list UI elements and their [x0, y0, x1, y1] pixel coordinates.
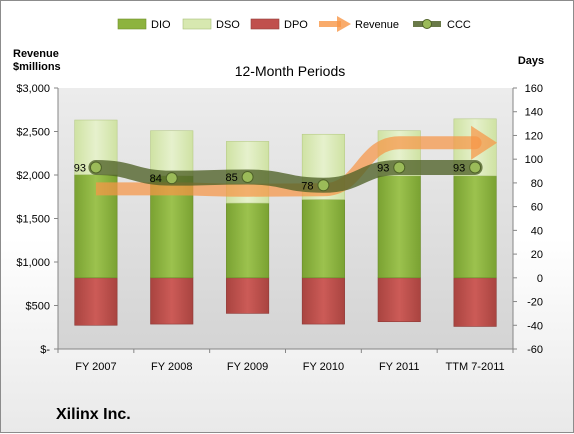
x-category-label: TTM 7-2011 [446, 361, 505, 373]
right-axis-title: Days [518, 55, 544, 67]
ccc-point [165, 172, 178, 185]
left-tick-label: $1,000 [16, 257, 50, 269]
ccc-data-label: 85 [225, 172, 237, 184]
right-tick-label: 160 [525, 83, 543, 95]
plot-area [58, 88, 513, 349]
right-tick-label: 40 [531, 225, 543, 237]
left-tick-label: $2,000 [16, 170, 50, 182]
right-tick-label: 140 [525, 107, 543, 119]
bar-dio [453, 175, 497, 279]
right-axis-ticks: -60 -40 -20 0 20 40 60 80 100 120 140 160 [513, 83, 543, 356]
ccc-data-label: 93 [453, 162, 465, 174]
legend-swatch-dpo [250, 18, 280, 30]
legend-label-revenue: Revenue [355, 19, 399, 31]
bar-dpo [301, 277, 345, 325]
legend-swatch-ccc [413, 19, 441, 29]
bar-dio [226, 202, 270, 279]
bar-dio [377, 175, 421, 279]
ccc-point [469, 161, 482, 174]
legend-swatch-dio [117, 18, 147, 30]
right-tick-label: -20 [527, 297, 543, 309]
right-tick-label: 100 [525, 154, 543, 166]
legend-label-dio: DIO [151, 19, 171, 31]
ccc-data-label: 93 [377, 162, 389, 174]
ccc-data-label: 93 [74, 162, 86, 174]
ccc-series [88, 159, 483, 193]
ccc-point [241, 170, 254, 183]
right-tick-label: 80 [531, 178, 543, 190]
x-axis-ticks: FY 2007 FY 2008 FY 2009 FY 2010 FY 2011 TTM 7… [57, 349, 514, 373]
left-axis-ticks: $- $500 $1,000 $1,500 $2,000 $2,500 $3,000 [16, 83, 58, 356]
legend: DIO DSO DPO Revenue CCC [117, 16, 471, 32]
legend-label-dso: DSO [216, 19, 240, 31]
x-category-label: FY 2007 [75, 361, 116, 373]
x-category-label: FY 2009 [227, 361, 268, 373]
x-category-label: FY 2011 [379, 361, 420, 373]
ccc-point [89, 161, 102, 174]
ccc-data-label: 84 [150, 173, 162, 185]
ccc-point [393, 161, 406, 174]
ccc-point [317, 179, 330, 192]
left-tick-label: $3,000 [16, 83, 50, 95]
right-tick-label: 120 [525, 130, 543, 142]
bar-dio [301, 199, 345, 279]
revenue-arrowhead [471, 125, 498, 160]
bar-dpo [377, 277, 421, 323]
chart-title: 12-Month Periods [235, 63, 346, 79]
bar-dpo [453, 277, 497, 327]
right-tick-label: 60 [531, 202, 543, 214]
bar-dpo [150, 277, 194, 325]
left-tick-label: $500 [26, 301, 50, 313]
legend-swatch-revenue [319, 16, 351, 32]
data-labels: 93 84 85 78 93 93 [74, 162, 465, 192]
right-tick-label: -60 [527, 344, 543, 356]
right-tick-label: -40 [527, 320, 543, 332]
left-axis-title-line2: $millions [13, 61, 61, 73]
ccc-data-label: 78 [301, 180, 313, 192]
left-tick-label: $2,500 [16, 127, 50, 139]
legend-swatch-dso [182, 18, 212, 30]
company-name: Xilinx Inc. [56, 406, 131, 423]
x-category-label: FY 2010 [303, 361, 344, 373]
left-axis-title-line1: Revenue [13, 48, 59, 60]
left-tick-label: $- [40, 344, 50, 356]
legend-label-dpo: DPO [284, 19, 308, 31]
left-tick-label: $1,500 [16, 214, 50, 226]
bar-group [74, 118, 497, 327]
legend-label-ccc: CCC [447, 19, 471, 31]
bar-dso [150, 130, 194, 177]
bar-dpo [226, 277, 270, 314]
right-tick-label: 0 [537, 273, 543, 285]
x-category-label: FY 2008 [151, 361, 192, 373]
bar-dpo [74, 277, 118, 326]
right-tick-label: 20 [531, 249, 543, 261]
